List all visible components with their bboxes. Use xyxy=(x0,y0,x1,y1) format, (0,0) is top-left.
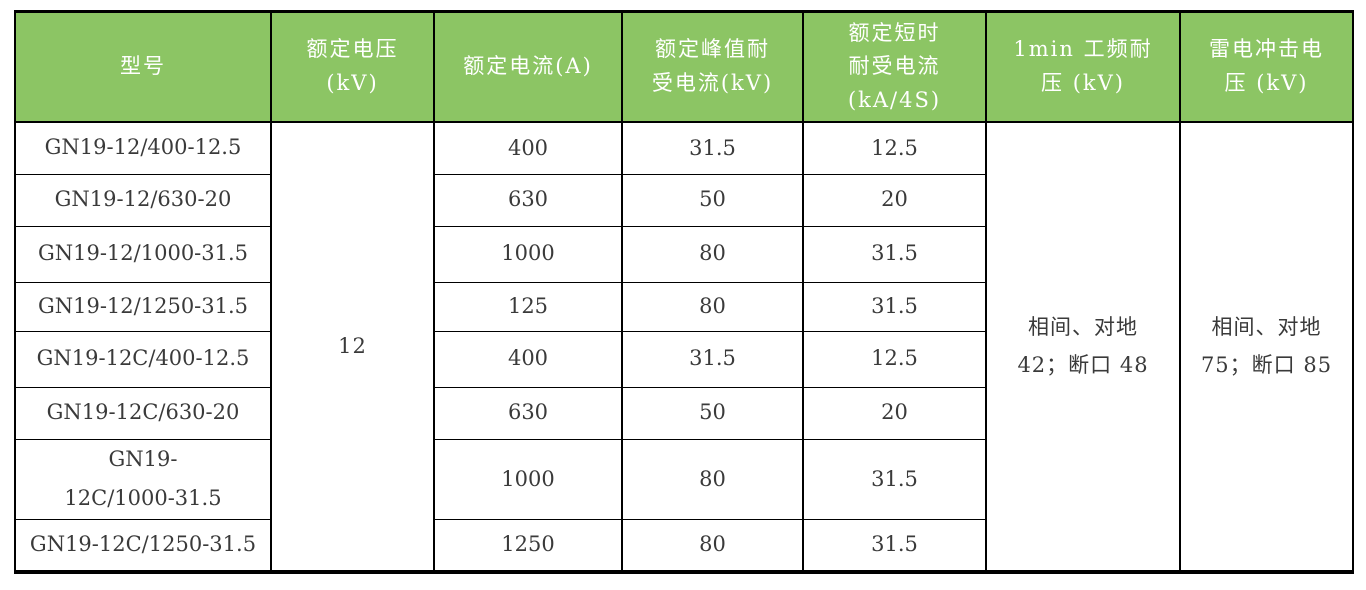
model-cell: GN19-12/400-12.5 xyxy=(14,121,272,175)
model-cell: GN19-12C/400-12.5 xyxy=(14,330,272,388)
rated-current-cell: 400 xyxy=(433,330,623,388)
peak-withstand-cell: 80 xyxy=(621,519,804,573)
short-time-cell: 20 xyxy=(802,173,987,227)
rated-current-cell: 400 xyxy=(433,121,623,175)
table-row: GN19-12C/630-20 630 50 20 xyxy=(14,386,1353,440)
short-time-cell: 31.5 xyxy=(802,225,987,283)
rated-current-cell: 1000 xyxy=(433,438,623,521)
short-time-cell: 12.5 xyxy=(802,121,987,175)
table-row: GN19-12/400-12.5 12 400 31.5 12.5 相间、对地 … xyxy=(14,121,1354,573)
table-row: GN19- 12C/1000-31.5 1000 80 31.5 xyxy=(14,438,1353,521)
spec-table-container: 型号 额定电压 (kV) 额定电流(A) 额定峰值耐 受电流(kV) 额定短时 … xyxy=(14,10,1354,574)
short-time-cell: 20 xyxy=(802,386,987,440)
model-cell: GN19-12C/1250-31.5 xyxy=(14,519,272,573)
short-time-cell: 31.5 xyxy=(802,281,987,332)
model-cell: GN19-12C/630-20 xyxy=(14,386,272,440)
column-header-power-frequency-voltage: 1min 工频耐 压 (kV) xyxy=(985,11,1181,123)
peak-withstand-cell: 80 xyxy=(621,438,804,521)
rated-current-cell: 1250 xyxy=(433,519,623,573)
column-header-rated-current: 额定电流(A) xyxy=(433,11,623,123)
peak-withstand-cell: 31.5 xyxy=(621,121,804,175)
model-cell: GN19-12/630-20 xyxy=(14,173,272,227)
model-cell: GN19- 12C/1000-31.5 xyxy=(14,438,272,521)
table-row: GN19-12C/400-12.5 400 31.5 12.5 xyxy=(14,330,1353,388)
model-cell: GN19-12/1250-31.5 xyxy=(14,281,272,332)
rated-current-cell: 1000 xyxy=(433,225,623,283)
column-header-lightning-impulse-voltage: 雷电冲击电 压 (kV) xyxy=(1179,11,1354,123)
peak-withstand-cell: 31.5 xyxy=(621,330,804,388)
power-frequency-merged-cell: 相间、对地 42；断口 48 xyxy=(985,121,1181,573)
column-header-peak-withstand-current: 额定峰值耐 受电流(kV) xyxy=(621,11,804,123)
short-time-cell: 31.5 xyxy=(802,519,987,573)
peak-withstand-cell: 50 xyxy=(621,386,804,440)
model-cell: GN19-12/1000-31.5 xyxy=(14,225,272,283)
rated-voltage-merged-cell: 12 xyxy=(270,121,435,573)
short-time-cell: 31.5 xyxy=(802,438,987,521)
peak-withstand-cell: 80 xyxy=(621,281,804,332)
column-header-short-time-current: 额定短时 耐受电流 (kA/4S) xyxy=(802,11,987,123)
peak-withstand-cell: 80 xyxy=(621,225,804,283)
table-row: GN19-12C/1250-31.5 1250 80 31.5 xyxy=(14,519,1353,573)
rated-current-cell: 125 xyxy=(433,281,623,332)
table-row: GN19-12/1250-31.5 125 80 31.5 xyxy=(14,281,1353,332)
table-row: GN19-12/1000-31.5 1000 80 31.5 xyxy=(14,225,1353,283)
short-time-cell: 12.5 xyxy=(802,330,987,388)
rated-current-cell: 630 xyxy=(433,386,623,440)
lightning-impulse-merged-cell: 相间、对地 75；断口 85 xyxy=(1179,121,1354,573)
column-header-model: 型号 xyxy=(14,11,272,123)
spec-table: 型号 额定电压 (kV) 额定电流(A) 额定峰值耐 受电流(kV) 额定短时 … xyxy=(14,10,1354,574)
header-row: 型号 额定电压 (kV) 额定电流(A) 额定峰值耐 受电流(kV) 额定短时 … xyxy=(14,11,1354,123)
column-header-rated-voltage: 额定电压 (kV) xyxy=(270,11,435,123)
peak-withstand-cell: 50 xyxy=(621,173,804,227)
rated-current-cell: 630 xyxy=(433,173,623,227)
